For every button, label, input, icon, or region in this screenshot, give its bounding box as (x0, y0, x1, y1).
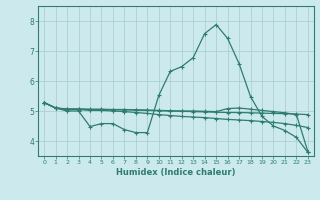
X-axis label: Humidex (Indice chaleur): Humidex (Indice chaleur) (116, 168, 236, 177)
